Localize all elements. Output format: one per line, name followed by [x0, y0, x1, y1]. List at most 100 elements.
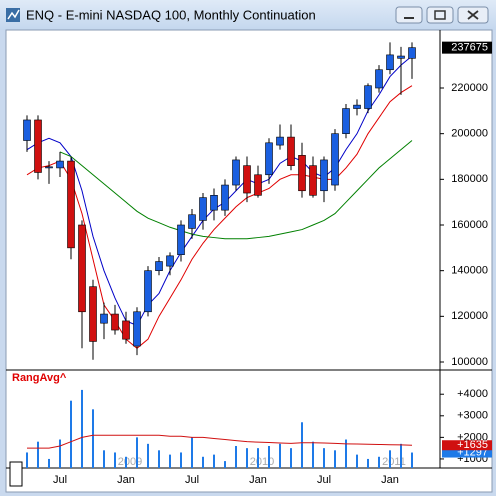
candle-body	[45, 166, 53, 169]
moving-average-line	[26, 85, 413, 349]
candle-body	[23, 119, 31, 141]
candle-body	[287, 136, 295, 166]
candle-body	[166, 255, 174, 267]
candle-body	[342, 108, 350, 134]
year-label: 2011	[382, 456, 406, 468]
moving-average-line	[26, 55, 413, 327]
candle-body	[320, 159, 328, 192]
chart-area	[5, 29, 493, 493]
candle-body	[408, 47, 416, 59]
range-bar	[257, 448, 259, 468]
x-tick-label: Jan	[381, 474, 399, 486]
maximize-button[interactable]	[426, 6, 454, 24]
range-bar	[191, 437, 193, 468]
range-bar	[158, 450, 160, 468]
y-tick-label: +3000	[457, 410, 488, 422]
app-icon-glyph	[7, 9, 20, 20]
candle-body	[276, 136, 284, 146]
candle-body	[34, 119, 42, 173]
y-tick-label: 200000	[451, 128, 488, 140]
range-bar	[103, 450, 105, 468]
y-tick-label: +4000	[457, 388, 488, 400]
indicator-title: RangAvg^	[12, 372, 67, 384]
range-bar	[213, 454, 215, 468]
range-bar	[356, 454, 358, 468]
y-tick-label: 180000	[451, 173, 488, 185]
y-tick-label: 140000	[451, 265, 488, 277]
candle-body	[331, 133, 339, 186]
y-tick-label: 160000	[451, 219, 488, 231]
range-bar	[323, 448, 325, 468]
candle-body	[78, 224, 86, 313]
range-bar	[290, 448, 292, 468]
range-bar	[59, 439, 61, 468]
range-bar	[48, 458, 50, 468]
candle-body	[254, 174, 262, 196]
candle-body	[144, 270, 152, 313]
range-bar	[37, 441, 39, 468]
range-bar	[389, 450, 391, 468]
candle-body	[232, 159, 240, 186]
x-tick-label: Jan	[117, 474, 135, 486]
range-bar	[70, 400, 72, 468]
corner-box[interactable]	[9, 461, 23, 487]
range-bar	[411, 452, 413, 468]
y-tick-label: 220000	[451, 82, 488, 94]
range-bar	[301, 422, 303, 468]
range-bar	[136, 437, 138, 468]
window-buttons[interactable]	[395, 6, 489, 24]
candle-body	[364, 85, 372, 109]
candle-body	[177, 224, 185, 255]
range-bar	[279, 443, 281, 468]
candle-body	[155, 261, 163, 271]
range-bar	[268, 445, 270, 468]
minimize-button[interactable]	[395, 6, 423, 24]
last-price-box	[442, 41, 492, 54]
range-bar	[367, 458, 369, 468]
year-label: 2010	[250, 456, 274, 468]
range-bar	[202, 456, 204, 468]
value-label: +1635	[457, 439, 488, 451]
range-bar	[400, 443, 402, 468]
range-bar	[235, 445, 237, 468]
range-bar	[147, 443, 149, 468]
average-line	[27, 434, 413, 449]
maximize-glyph	[434, 10, 446, 20]
range-bar	[224, 461, 226, 468]
range-bar	[246, 448, 248, 468]
value-label-box	[442, 440, 492, 451]
range-bar	[334, 450, 336, 468]
y-tick-label: 120000	[451, 310, 488, 322]
range-bar	[81, 389, 83, 468]
moving-average-line	[59, 140, 413, 240]
candle-body	[133, 311, 141, 347]
range-bar	[378, 456, 380, 468]
candle-body	[309, 165, 317, 196]
candle-body	[122, 320, 130, 340]
window-title: ENQ - E-mini NASDAQ 100, Monthly Continu…	[26, 7, 316, 22]
candle-body	[397, 55, 405, 59]
candle-body	[100, 313, 108, 324]
range-bar	[180, 452, 182, 468]
range-bar	[312, 441, 314, 468]
value-label-box	[442, 447, 492, 458]
range-bar	[345, 439, 347, 468]
candle-body	[243, 165, 251, 194]
candle-body	[353, 104, 361, 109]
range-bar	[92, 409, 94, 468]
range-bar	[169, 454, 171, 468]
year-label: 2009	[118, 456, 142, 468]
candle-body	[221, 184, 229, 211]
candle-body	[210, 195, 218, 211]
range-bar	[125, 456, 127, 468]
candle-body	[265, 142, 273, 176]
x-tick-label: Jan	[249, 474, 267, 486]
range-bar	[26, 452, 28, 468]
candle-body	[111, 313, 119, 331]
x-tick-label: Jul	[317, 474, 331, 486]
y-tick-label: 100000	[451, 356, 488, 368]
candle-body	[89, 286, 97, 342]
candle-body	[199, 197, 207, 221]
candle-body	[375, 69, 383, 89]
